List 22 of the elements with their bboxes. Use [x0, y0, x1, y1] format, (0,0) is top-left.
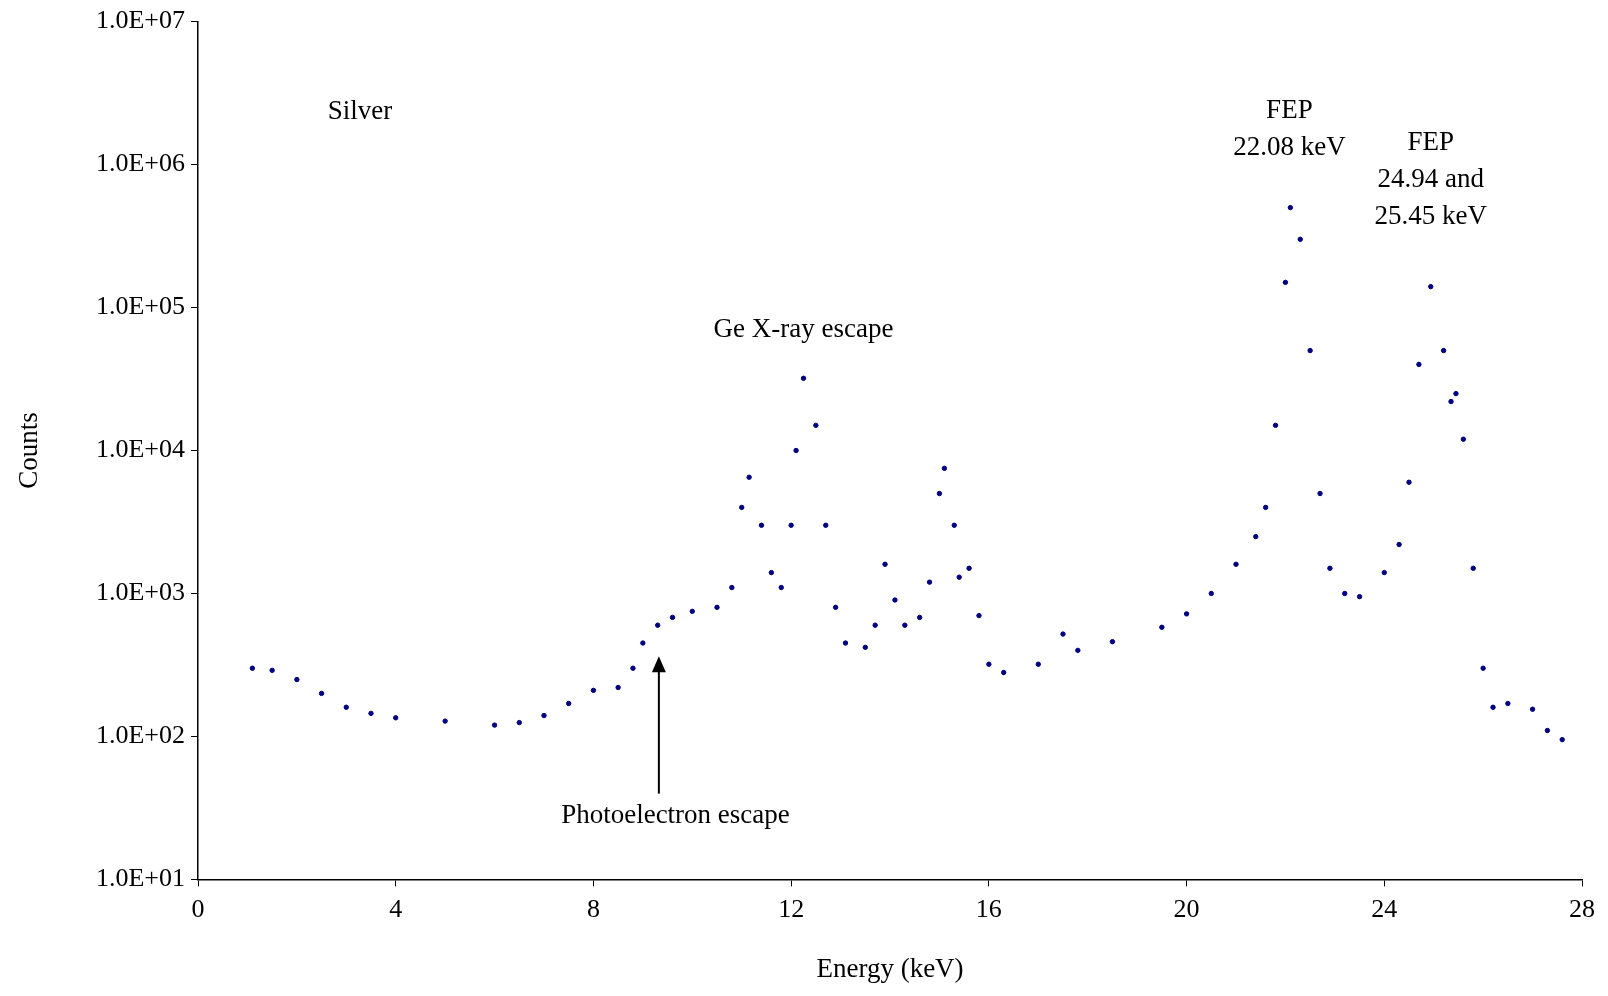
x-tick-label: 24: [1371, 893, 1398, 923]
x-tick-label: 4: [389, 893, 403, 923]
x-tick-label: 16: [975, 893, 1002, 923]
x-tick-label: 12: [778, 893, 805, 923]
annotation: FEP 22.08 keV: [1233, 93, 1347, 161]
x-tick-label: 20: [1173, 893, 1200, 923]
x-tick-label: 8: [586, 893, 600, 923]
annotation: FEP 24.94 and 25.45 keV: [1374, 125, 1488, 230]
y-tick-label: 1.0E+03: [95, 577, 185, 607]
annotation: Silver: [327, 94, 393, 125]
x-tick-label: 0: [191, 893, 205, 923]
y-axis-title: Counts: [13, 412, 44, 489]
y-tick-label: 1.0E+05: [95, 291, 185, 321]
x-axis-title: Energy (keV): [816, 952, 964, 983]
y-tick-label: 1.0E+01: [95, 863, 185, 893]
y-tick-label: 1.0E+04: [95, 434, 185, 464]
y-tick-label: 1.0E+02: [95, 720, 185, 750]
x-tick-label: 28: [1569, 893, 1595, 923]
annotation: Ge X-ray escape: [713, 313, 894, 344]
y-tick-label: 1.0E+06: [95, 148, 185, 178]
annotation: Photoelectron escape: [561, 799, 790, 830]
y-tick-label: 1.0E+07: [95, 5, 185, 35]
